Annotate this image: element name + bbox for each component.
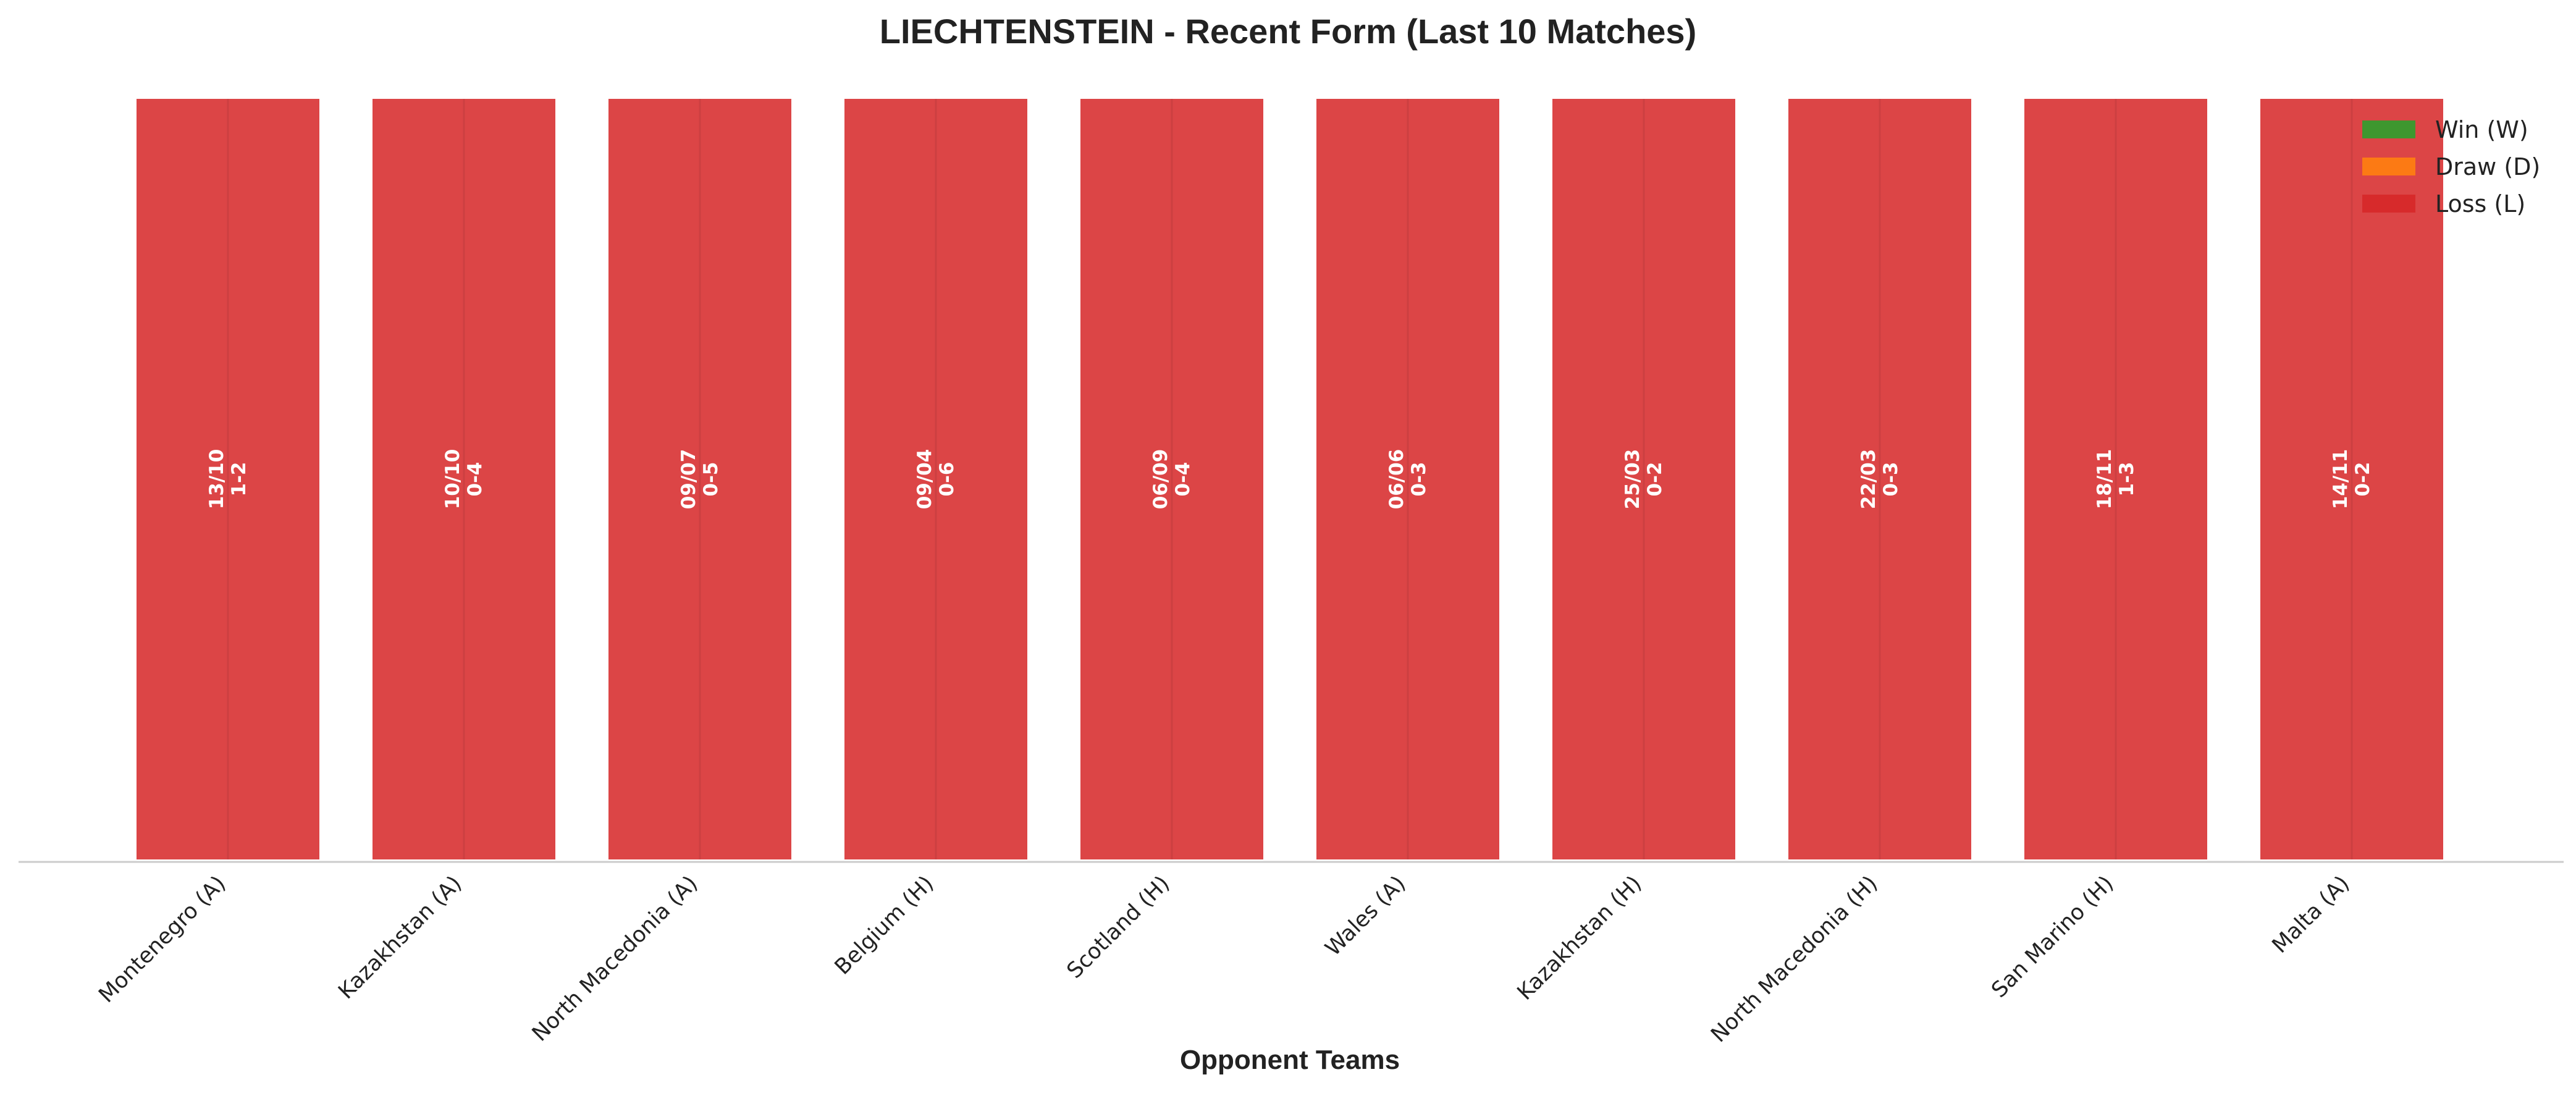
- bar: [1078, 96, 1266, 862]
- bar: [1314, 96, 1502, 862]
- bar-label: 18/111-3: [2094, 449, 2138, 510]
- bar-label: 06/060-3: [1386, 449, 1430, 510]
- bar-label: 14/110-2: [2330, 449, 2374, 510]
- legend-swatch: [2362, 195, 2415, 213]
- bar: [1786, 96, 1974, 862]
- bar: [134, 96, 322, 862]
- bars-group: 13/101-2 10/100-4 09/070-5 09/040-6 06/090-4…: [134, 96, 2446, 862]
- x-axis-label: Opponent Teams: [1180, 1045, 1400, 1075]
- bar: [842, 96, 1030, 862]
- legend-swatch: [2362, 158, 2415, 175]
- legend-label: Draw (D): [2435, 153, 2540, 180]
- bar: [370, 96, 558, 862]
- bar: [2022, 96, 2210, 862]
- bar: [1550, 96, 1738, 862]
- bar-label: 06/090-4: [1150, 449, 1194, 510]
- legend: Win (W) Draw (D) Loss (L): [2362, 116, 2540, 217]
- bar-label: 10/100-4: [442, 449, 486, 510]
- bar-label: 25/030-2: [1622, 449, 1666, 510]
- bar-label: 13/101-2: [206, 449, 250, 510]
- legend-label: Loss (L): [2435, 190, 2525, 217]
- bar-label: 09/040-6: [914, 449, 958, 510]
- bar-label: 22/030-3: [1858, 449, 1902, 510]
- bar: [2258, 96, 2446, 862]
- bar-label: 09/070-5: [678, 449, 722, 510]
- bar: [606, 96, 794, 862]
- chart-title: LIECHTENSTEIN - Recent Form (Last 10 Mat…: [880, 12, 1696, 51]
- legend-label: Win (W): [2435, 116, 2528, 143]
- legend-swatch: [2362, 120, 2415, 138]
